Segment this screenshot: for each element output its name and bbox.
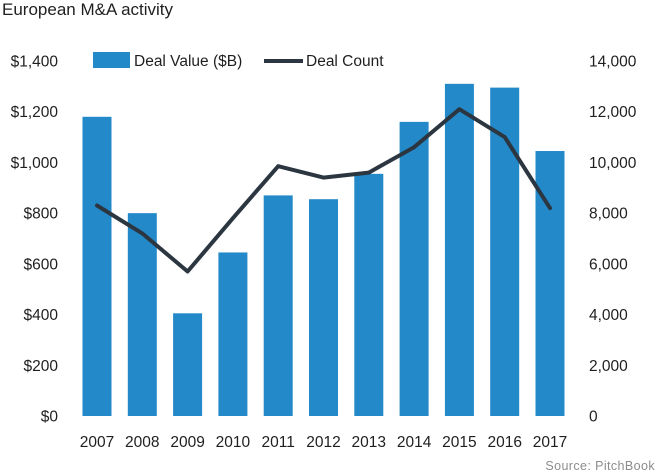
left-tick-label: $600 <box>24 256 59 273</box>
x-tick-label: 2008 <box>125 434 159 451</box>
right-tick-label: 0 <box>589 409 598 426</box>
x-tick-label: 2015 <box>442 434 476 451</box>
bar-2012 <box>309 199 338 416</box>
x-tick-label: 2013 <box>352 434 386 451</box>
left-axis: $0 $200 $400 $600 $800 $1,000 $1,200 $1,400 <box>11 54 59 426</box>
legend-swatch-deal-value <box>93 52 130 68</box>
x-tick-label: 2009 <box>170 434 204 451</box>
right-axis: 0 2,000 4,000 6,000 8,000 10,000 12,000 14,000 <box>589 54 637 426</box>
x-tick-label: 2011 <box>262 434 295 451</box>
right-tick-label: 2,000 <box>589 358 628 375</box>
right-tick-label: 10,000 <box>589 155 637 172</box>
bar-2011 <box>263 195 293 416</box>
x-tick-label: 2010 <box>216 434 251 451</box>
bar-series <box>82 83 565 417</box>
bar-2016 <box>490 87 520 416</box>
bar-2014 <box>399 121 429 416</box>
x-tick-label: 2016 <box>487 434 521 451</box>
x-axis: 2007 2008 2009 2010 2011 2012 2013 2014 2015 2016… <box>80 434 567 451</box>
bar-2015 <box>444 83 474 417</box>
x-tick-label: 2012 <box>306 434 340 451</box>
legend-label-deal-value: Deal Value ($B) <box>134 53 242 70</box>
legend-label-deal-count: Deal Count <box>306 53 384 70</box>
line-series <box>95 107 552 274</box>
right-tick-label: 8,000 <box>589 206 628 223</box>
left-tick-label: $400 <box>24 307 59 324</box>
chart-title: European M&A activity <box>2 0 174 19</box>
bar-2009 <box>173 313 203 416</box>
source-note: Source: PitchBook <box>545 459 655 473</box>
bar-2008 <box>127 213 157 416</box>
left-tick-label: $1,200 <box>11 104 59 121</box>
left-tick-label: $200 <box>24 358 59 375</box>
x-tick-label: 2014 <box>397 434 432 451</box>
right-tick-label: 12,000 <box>589 104 637 121</box>
right-tick-label: 4,000 <box>589 307 628 324</box>
left-tick-label: $1,000 <box>11 155 59 172</box>
legend: Deal Value ($B) Deal Count <box>93 52 384 70</box>
right-tick-label: 14,000 <box>589 54 637 71</box>
deal-count-line <box>95 107 552 274</box>
x-tick-label: 2017 <box>533 434 567 451</box>
left-tick-label: $800 <box>24 206 59 223</box>
left-tick-label: $1,400 <box>11 54 59 71</box>
bar-2010 <box>218 252 248 416</box>
bar-2013 <box>354 173 384 416</box>
bar-2007 <box>82 116 112 417</box>
x-tick-label: 2007 <box>80 434 114 451</box>
left-tick-label: $0 <box>41 409 59 426</box>
right-tick-label: 6,000 <box>589 256 628 273</box>
